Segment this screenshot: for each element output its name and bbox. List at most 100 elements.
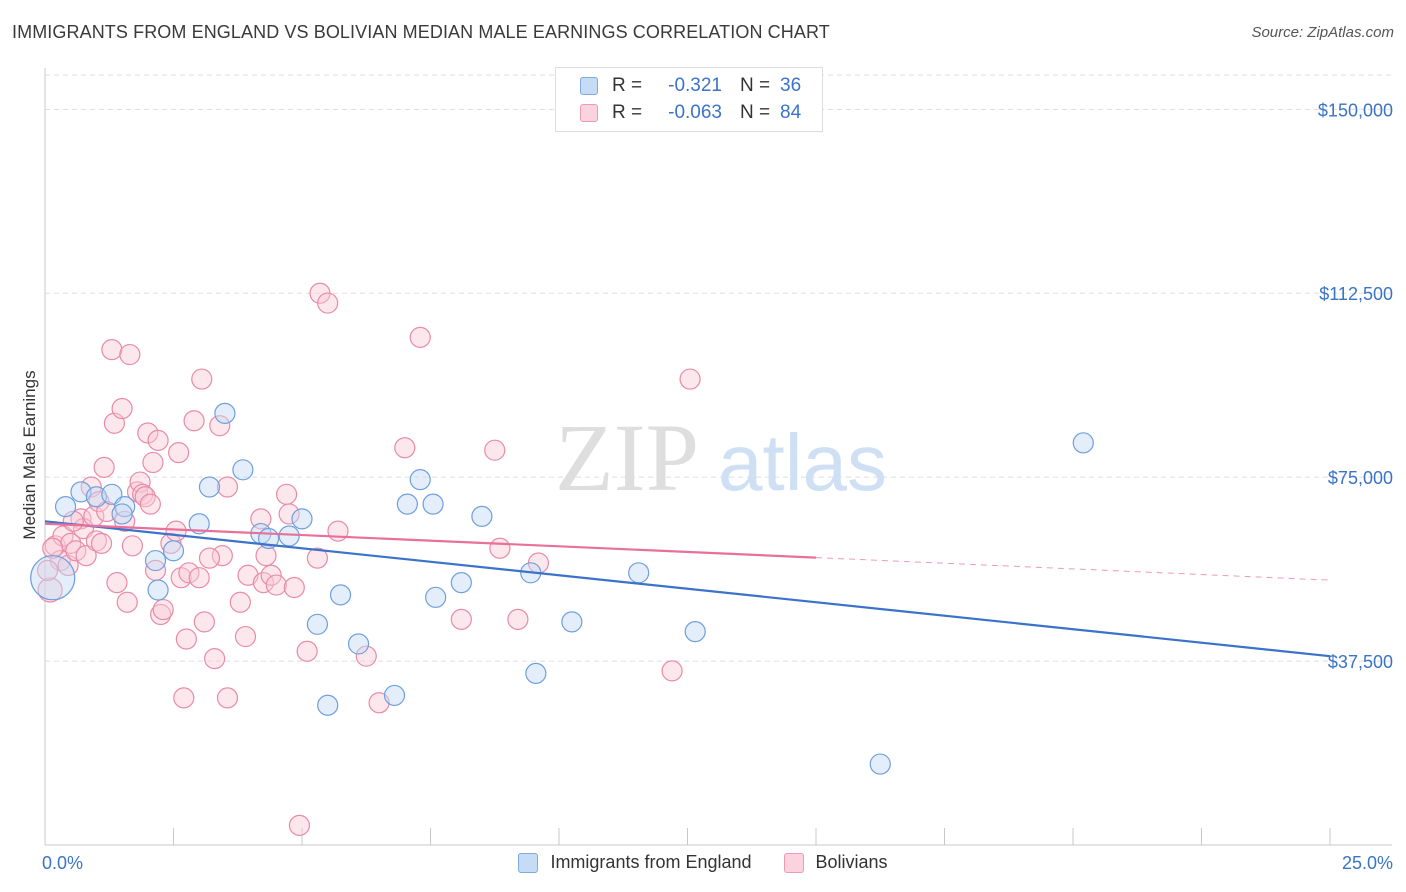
- england-point: [383, 684, 406, 707]
- bolivians-point: [168, 442, 190, 464]
- bolivians-point: [275, 483, 298, 505]
- bolivians-point: [661, 660, 683, 682]
- bolivians-point: [137, 422, 159, 444]
- watermark-atlas: atlas: [718, 418, 887, 507]
- england-point: [291, 508, 313, 530]
- bolivians-point: [265, 574, 287, 596]
- bolivians-point: [173, 687, 195, 709]
- bolivians-point: [216, 687, 239, 709]
- england-point: [422, 493, 444, 515]
- england-point: [147, 579, 169, 601]
- y-tick-label: $112,500: [1319, 284, 1393, 304]
- n-value: 84: [780, 102, 802, 123]
- bolivians-point: [119, 343, 141, 366]
- england-point: [347, 633, 370, 655]
- england-point: [214, 402, 236, 425]
- legend-item-england[interactable]: Immigrants from England: [518, 852, 752, 873]
- bolivians-point: [178, 562, 200, 584]
- legend-swatch-england: [580, 77, 598, 95]
- bolivians-point: [216, 476, 239, 498]
- watermark: ZIP atlas: [555, 404, 887, 511]
- y-tick-labels: $37,500 $75,000 $112,500 $150,000: [1318, 100, 1393, 672]
- n-label: N =: [740, 75, 771, 96]
- bolivians-point: [278, 503, 300, 525]
- bolivians-point: [101, 339, 123, 361]
- bolivians-point: [288, 814, 311, 836]
- england-point: [425, 586, 447, 608]
- bolivians-point: [42, 537, 64, 559]
- england-point: [232, 459, 254, 481]
- r-label: R =: [612, 75, 643, 96]
- trend-lines: [44, 520, 1331, 658]
- bolivians-point: [283, 576, 305, 599]
- bolivians-point: [139, 493, 161, 515]
- legend-row-bolivians: R = -0.063 N = 84: [580, 100, 801, 126]
- england-point: [684, 621, 706, 643]
- legend-item-bolivians[interactable]: Bolivians: [783, 852, 888, 873]
- bolivians-point: [252, 572, 275, 594]
- england-point: [162, 540, 185, 562]
- n-value: 36: [780, 75, 802, 96]
- bolivians-point: [165, 520, 187, 542]
- bolivians-trend-line-dashed: [815, 557, 1331, 581]
- england-point: [54, 495, 77, 518]
- bolivians-point: [121, 535, 143, 557]
- bolivians-point: [188, 567, 210, 589]
- x-tick-label: 0.0%: [42, 853, 83, 873]
- bolivians-point: [484, 439, 506, 461]
- bolivians-point: [96, 500, 118, 523]
- bolivians-point: [111, 397, 133, 420]
- y-tick-label: $150,000: [1318, 100, 1393, 120]
- bolivians-point: [250, 508, 272, 530]
- bolivians-point: [229, 591, 251, 613]
- bolivians-points: [36, 282, 701, 836]
- bolivians-point: [93, 456, 115, 478]
- watermark-zip: ZIP: [555, 404, 699, 511]
- legend-swatch-bolivians: [580, 104, 598, 122]
- england-point: [317, 694, 339, 716]
- england-trend-line: [44, 520, 1331, 658]
- source-label: Source: ZipAtlas.com: [1251, 24, 1394, 41]
- correlation-legend: R = -0.321 N = 36 R = -0.063 N = 84: [555, 67, 823, 132]
- bolivians-point: [193, 611, 215, 633]
- england-point: [561, 611, 583, 633]
- x-tick-labels: 0.0% 25.0%: [42, 853, 1393, 873]
- legend-swatch-england: [518, 852, 539, 873]
- r-value: -0.063: [668, 102, 722, 123]
- england-point: [198, 476, 221, 498]
- england-point: [85, 486, 108, 508]
- england-point: [471, 505, 493, 528]
- bolivians-point: [237, 564, 259, 586]
- bolivians-point: [142, 451, 164, 474]
- england-point: [396, 493, 418, 515]
- r-label: R =: [612, 102, 643, 123]
- bolivians-point: [327, 520, 349, 542]
- england-point: [111, 503, 133, 525]
- bolivians-point: [75, 545, 97, 567]
- bolivians-point: [106, 572, 128, 594]
- england-point: [30, 555, 76, 601]
- bolivians-point: [409, 326, 431, 348]
- bolivians-point: [260, 564, 282, 586]
- england-point: [1072, 432, 1094, 454]
- bolivians-point: [255, 545, 277, 567]
- bolivians-point: [507, 608, 529, 630]
- bolivians-point: [368, 692, 390, 714]
- england-point: [450, 572, 472, 594]
- bolivians-point: [90, 532, 113, 554]
- chart-title: IMMIGRANTS FROM ENGLAND VS BOLIVIAN MEDI…: [12, 22, 830, 42]
- y-tick-label: $37,500: [1328, 652, 1393, 672]
- legend-label-bolivians: Bolivians: [815, 852, 888, 872]
- england-point: [278, 525, 300, 547]
- bolivians-point: [296, 640, 318, 662]
- england-point: [306, 613, 329, 635]
- legend-label-england: Immigrants from England: [550, 852, 752, 872]
- bolivians-point: [489, 537, 511, 559]
- bolivians-point: [116, 591, 138, 613]
- bolivians-point: [36, 559, 59, 581]
- r-value: -0.321: [668, 75, 722, 96]
- bolivians-point: [679, 368, 701, 390]
- bolivians-point: [209, 415, 231, 437]
- bolivians-point: [355, 645, 377, 667]
- bolivians-point: [234, 625, 257, 648]
